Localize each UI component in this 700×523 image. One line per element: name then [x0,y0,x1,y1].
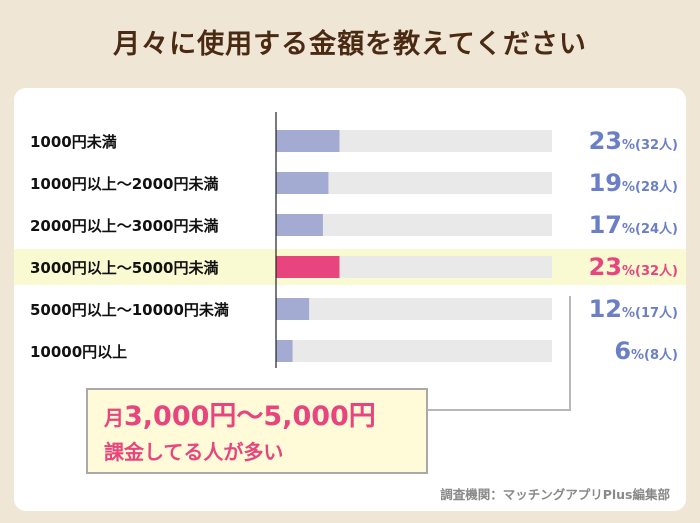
bar [276,172,329,194]
category-label: 10000円以上 [30,343,127,361]
bar-track [276,256,552,278]
bar [276,298,310,320]
category-label: 5000円以上〜10000円未満 [30,301,229,319]
bar-track [276,214,552,236]
source-credit: 調査機関：マッチングアプリPlus編集部 [440,487,670,502]
callout-box [86,388,428,474]
category-label: 2000円以上〜3000円未満 [30,217,219,235]
bar-track [276,340,552,362]
category-label: 3000円以上〜5000円未満 [30,259,219,277]
bar-track [276,298,552,320]
data-label: 19%(28人) [589,169,678,197]
bar [276,340,293,362]
callout-connector [427,296,571,411]
data-label: 23%(32人) [589,253,678,281]
bar-track [276,172,552,194]
bar [276,130,340,152]
bar-track [276,130,552,152]
category-label: 1000円以上〜2000円未満 [30,175,219,193]
data-label: 17%(24人) [589,211,678,239]
bar [276,214,323,236]
chart-title: 月々に使用する金額を教えてください [113,29,587,60]
callout-line1: 月3,000円〜5,000円 [103,401,376,432]
data-label: 12%(17人) [589,295,678,323]
data-label: 23%(32人) [589,127,678,155]
bar [276,256,340,278]
category-label: 1000円未満 [30,133,117,151]
data-label: 6%(8人) [614,337,678,365]
callout-line2: 課金してる人が多い [104,440,283,464]
